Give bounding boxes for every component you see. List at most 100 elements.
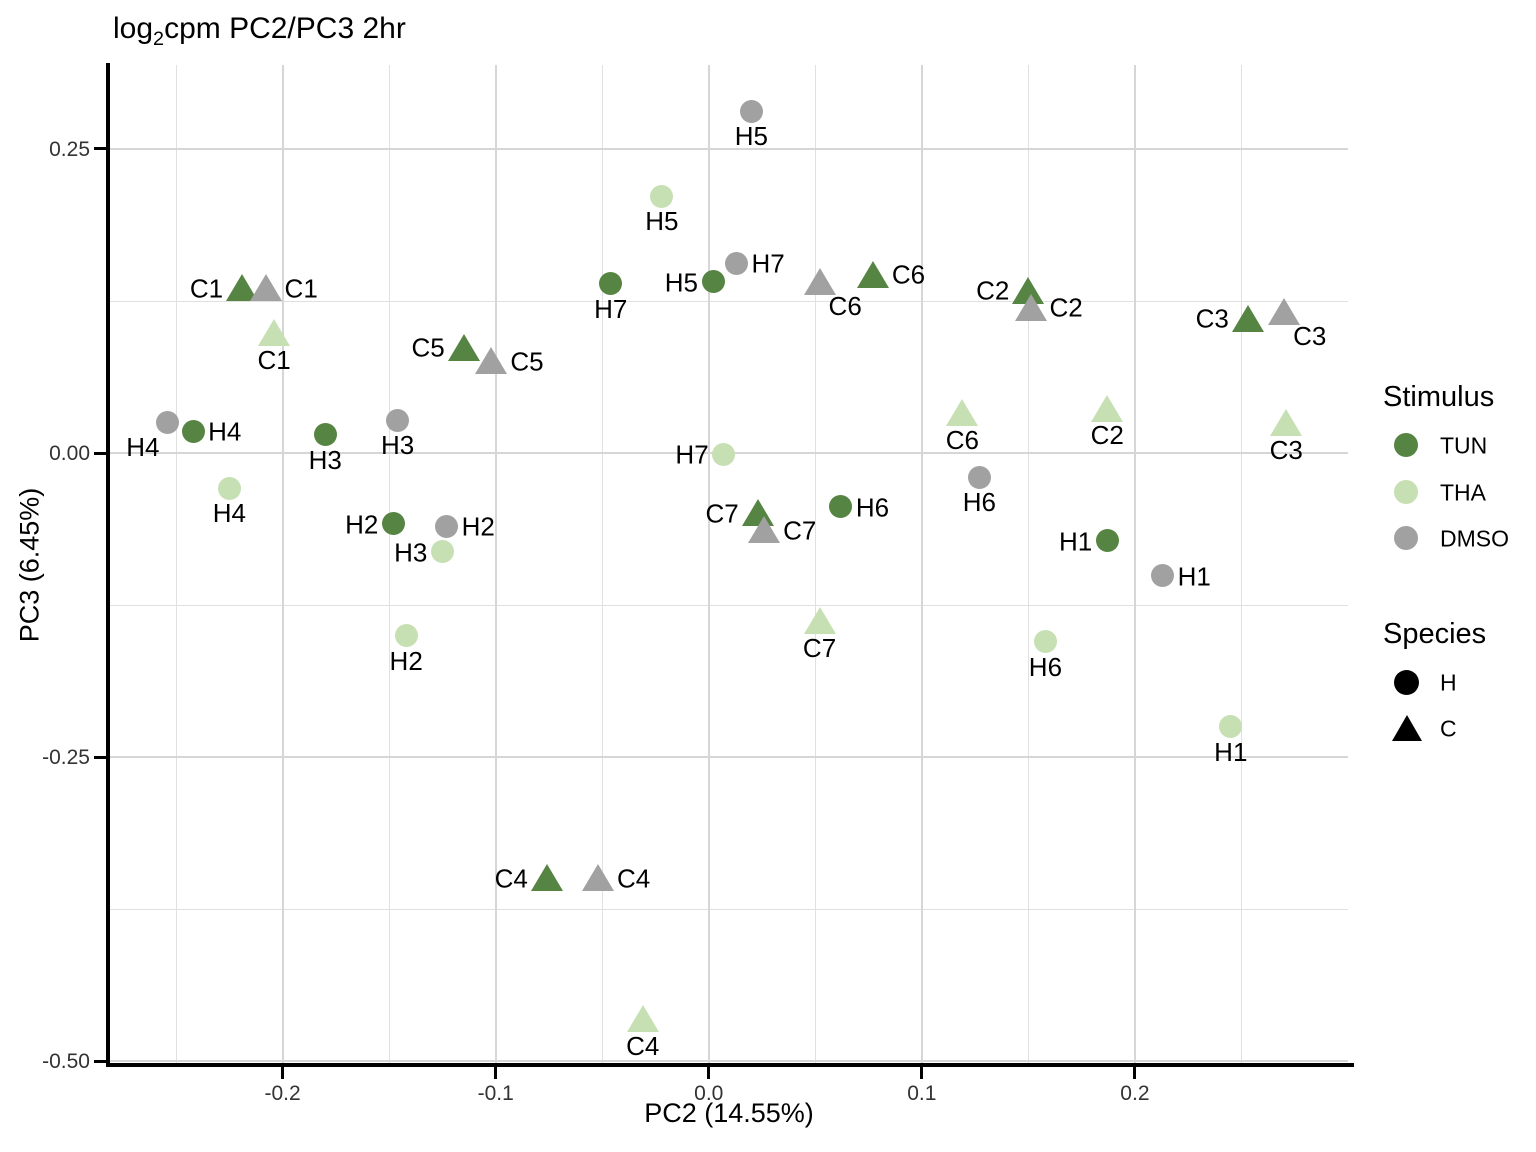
data-point-h4-tun xyxy=(181,419,205,443)
point-label: C3 xyxy=(1269,434,1303,465)
plot-title-subscript: 2 xyxy=(153,28,165,50)
data-point-h4-dmso xyxy=(156,411,180,435)
point-label: C2 xyxy=(1090,420,1124,451)
point-label: C3 xyxy=(1293,320,1327,351)
gridline-x-minor xyxy=(1240,65,1242,1065)
data-point-h5-tha xyxy=(650,184,674,208)
data-point-h1-dmso xyxy=(1151,564,1175,588)
data-point-h3-tha xyxy=(430,540,454,564)
point-label: H7 xyxy=(594,293,628,324)
gridline-x-major xyxy=(281,65,284,1065)
legend-species-title: Species xyxy=(1383,618,1487,650)
gridline-x-major xyxy=(920,65,923,1065)
point-label: C5 xyxy=(510,345,544,376)
data-point-h2-dmso xyxy=(435,514,459,538)
data-point-c4-tha xyxy=(626,1005,659,1033)
data-point-h7-dmso xyxy=(724,251,748,275)
gridline-y-major xyxy=(110,1060,1348,1063)
point-label: H1 xyxy=(1058,526,1093,557)
plot-panel xyxy=(110,65,1348,1065)
point-label: C6 xyxy=(828,290,862,321)
point-label: C7 xyxy=(802,632,837,663)
data-point-c2-dmso xyxy=(1014,293,1047,321)
legend-key-dmso xyxy=(1394,526,1418,550)
data-point-c7-tha xyxy=(803,607,836,635)
data-point-c5-tun xyxy=(447,333,480,361)
point-label: H4 xyxy=(212,498,246,529)
y-axis-line xyxy=(106,63,110,1067)
legend-label-species-c: C xyxy=(1440,715,1457,742)
data-point-c1-dmso xyxy=(249,274,282,302)
x-tick-label: -0.2 xyxy=(264,1082,301,1105)
point-label: C6 xyxy=(945,424,979,455)
gridline-y-major xyxy=(110,147,1348,150)
point-label: H1 xyxy=(1177,561,1211,592)
point-label: H3 xyxy=(308,444,342,475)
legend-key-species-h xyxy=(1394,670,1419,695)
data-point-h1-tun xyxy=(1095,529,1119,553)
point-label: H1 xyxy=(1214,736,1248,767)
legend-label-dmso: DMSO xyxy=(1440,525,1509,552)
point-label: C1 xyxy=(257,344,291,375)
x-tick xyxy=(920,1067,924,1079)
y-tick xyxy=(94,147,106,151)
point-label: C6 xyxy=(891,259,926,290)
point-label: H6 xyxy=(962,487,996,518)
data-point-c3-tha xyxy=(1270,409,1303,437)
y-tick-label: 0.00 xyxy=(49,442,90,466)
data-point-h4-tha xyxy=(217,476,241,500)
data-point-h6-tun xyxy=(829,495,853,519)
point-label: H2 xyxy=(461,511,495,542)
point-label: C5 xyxy=(411,332,445,363)
plot-title-prefix: log xyxy=(113,12,154,45)
point-label: H5 xyxy=(664,266,699,297)
gridline-x-major xyxy=(707,65,710,1065)
point-label: H7 xyxy=(751,248,785,279)
point-label: H2 xyxy=(389,645,423,676)
gridline-x-minor xyxy=(814,65,816,1065)
data-point-c5-dmso xyxy=(475,347,508,375)
legend-label-tun: TUN xyxy=(1440,432,1488,459)
x-tick xyxy=(707,1067,711,1079)
data-point-c3-tun xyxy=(1231,304,1264,332)
data-point-h3-tun xyxy=(313,423,337,447)
point-label: C4 xyxy=(616,862,651,893)
plot-title: log2cpm PC2/PC3 2hr xyxy=(113,12,406,51)
gridline-x-major xyxy=(494,65,497,1065)
gridline-y-minor xyxy=(110,604,1348,606)
point-label: H7 xyxy=(675,439,709,470)
data-point-c6-dmso xyxy=(803,268,836,296)
data-point-h5-dmso xyxy=(739,99,763,123)
data-point-h6-tha xyxy=(1033,630,1057,654)
point-label: C7 xyxy=(705,498,739,529)
point-label: H4 xyxy=(126,431,160,462)
gridline-x-minor xyxy=(388,65,390,1065)
data-point-c7-dmso xyxy=(748,516,781,544)
data-point-c3-dmso xyxy=(1268,298,1301,326)
data-point-h5-tun xyxy=(701,270,725,294)
x-tick xyxy=(281,1067,285,1079)
point-label: C1 xyxy=(284,272,318,303)
point-label: H6 xyxy=(1028,651,1063,682)
gridline-y-minor xyxy=(110,300,1348,302)
legend-stimulus-title: Stimulus xyxy=(1383,381,1495,413)
data-point-c2-tha xyxy=(1091,394,1124,422)
legend-label-tha: THA xyxy=(1440,479,1486,506)
gridline-x-minor xyxy=(175,65,177,1065)
point-label: C2 xyxy=(1049,292,1083,323)
point-label: C4 xyxy=(626,1030,660,1061)
point-label: H2 xyxy=(345,508,379,539)
gridline-y-major xyxy=(110,756,1348,759)
y-tick-label: 0.25 xyxy=(49,137,90,161)
y-tick xyxy=(94,1059,106,1063)
point-label: C7 xyxy=(783,515,817,546)
legend-key-species-c xyxy=(1392,715,1422,741)
data-point-c1-tha xyxy=(258,319,291,347)
data-point-c6-tha xyxy=(946,399,979,427)
data-point-h7-tun xyxy=(599,272,623,296)
data-point-h7-tha xyxy=(712,442,736,466)
point-label: H5 xyxy=(645,206,679,237)
x-tick-label: 0.2 xyxy=(1120,1082,1150,1105)
